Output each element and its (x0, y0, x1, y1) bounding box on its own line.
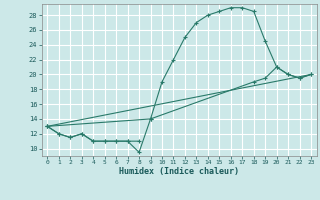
X-axis label: Humidex (Indice chaleur): Humidex (Indice chaleur) (119, 167, 239, 176)
